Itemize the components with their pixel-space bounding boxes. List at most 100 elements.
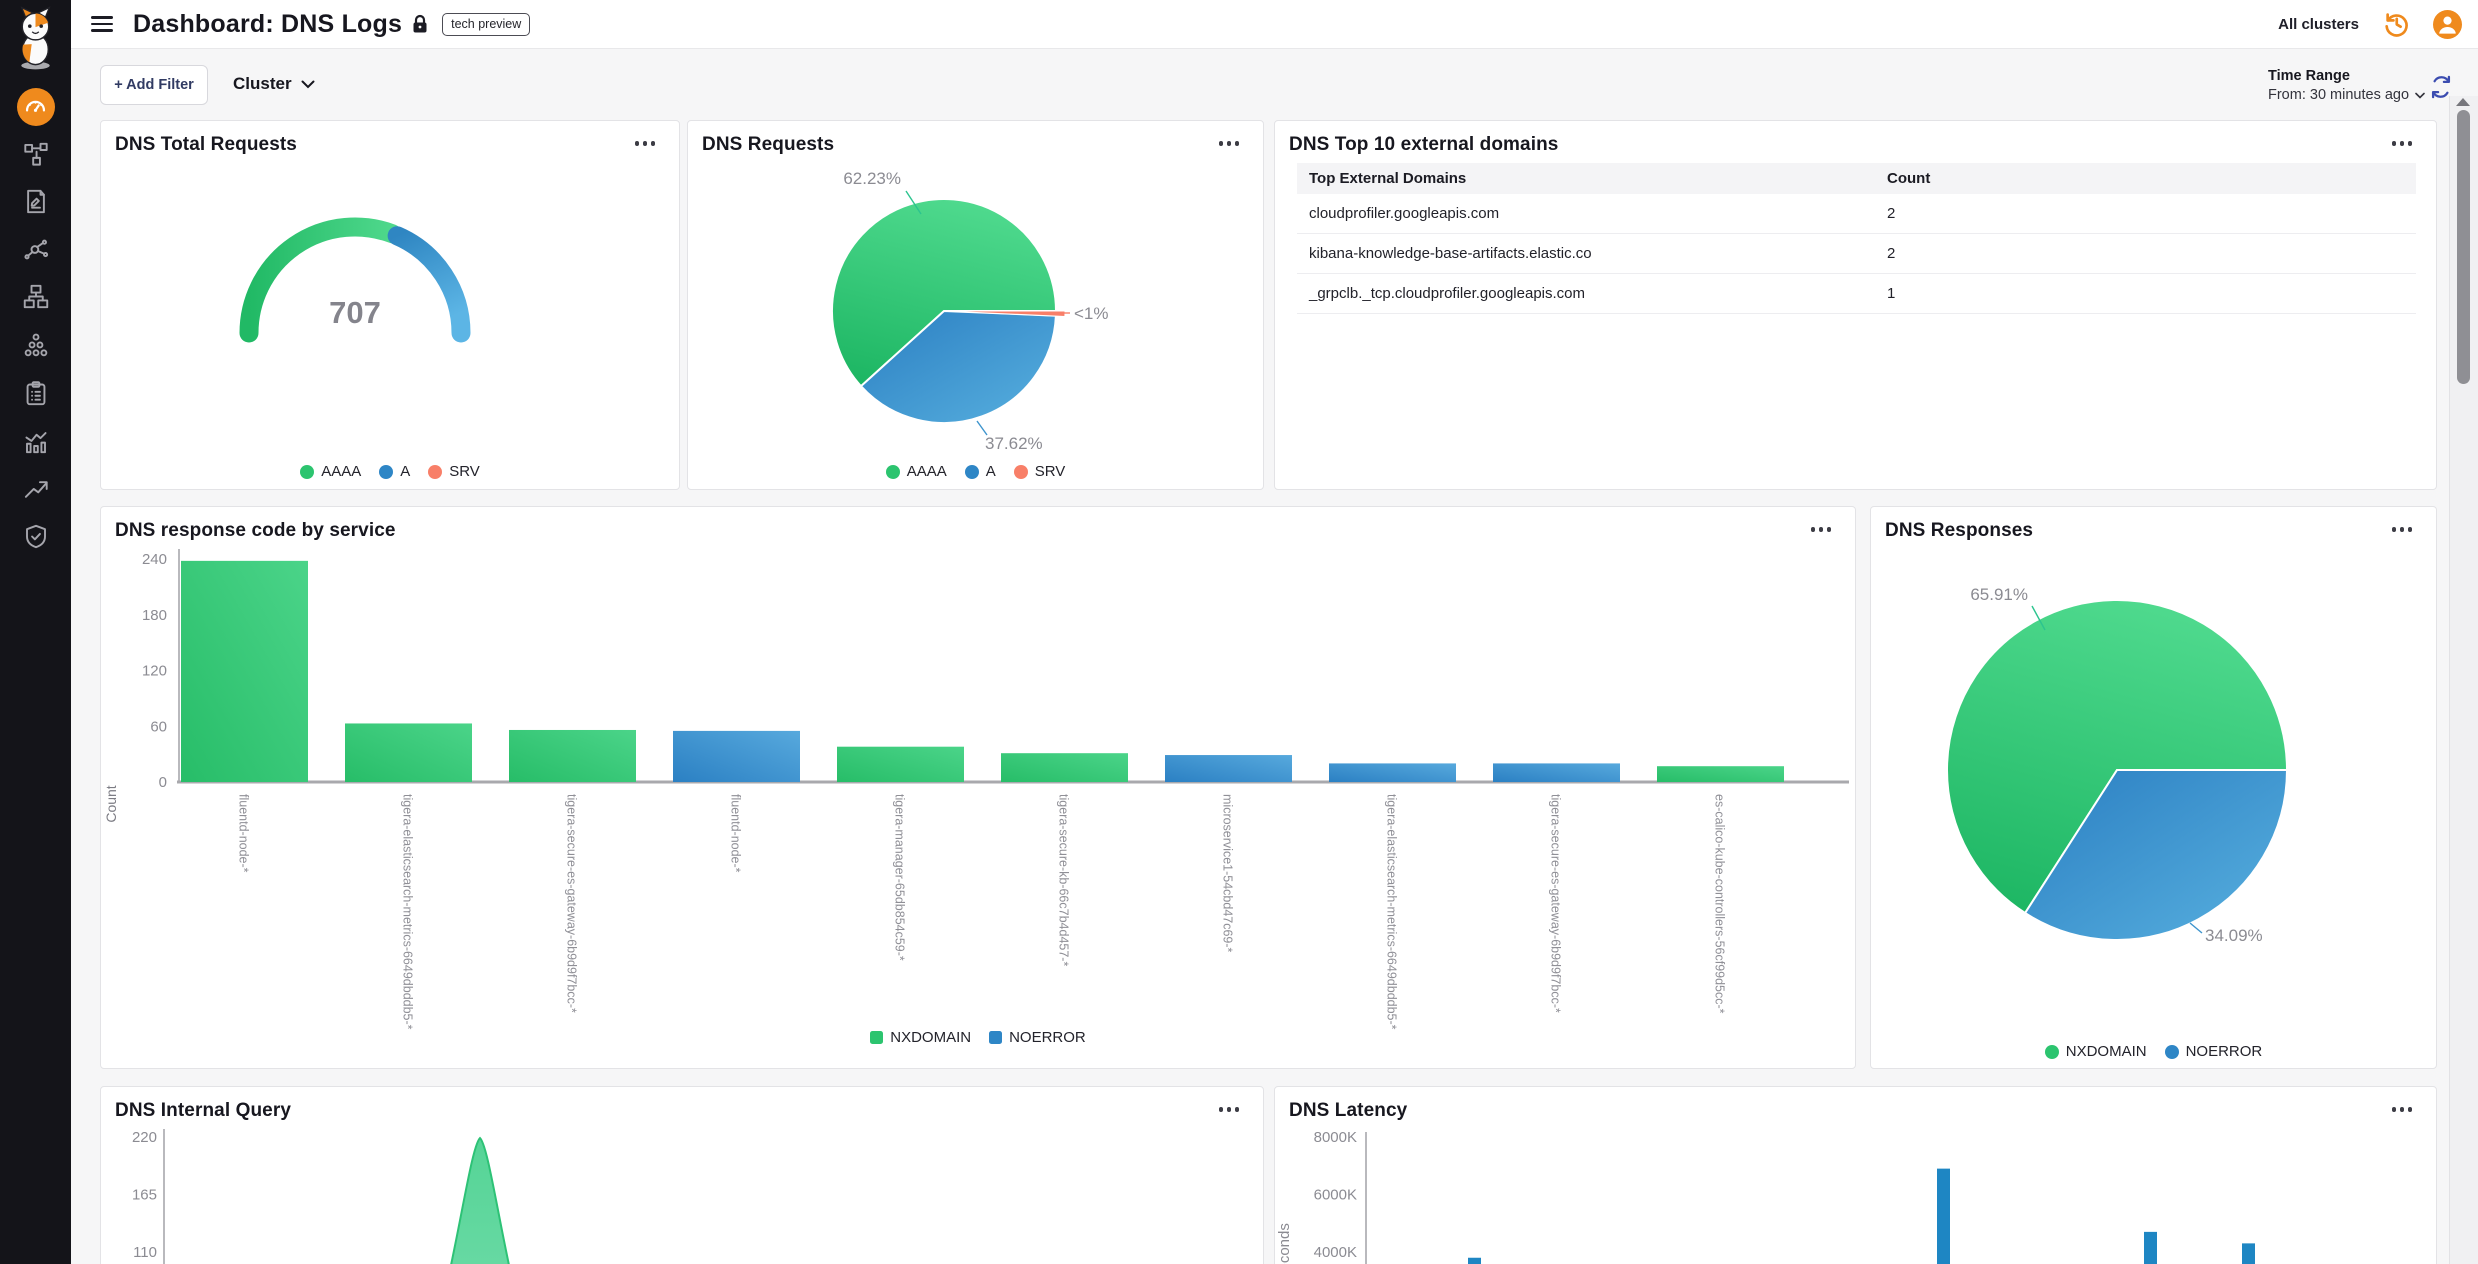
- tech-preview-badge: tech preview: [442, 12, 531, 36]
- card-dns-response-code: DNS response code by service 240 180 120 60…: [100, 506, 1856, 1069]
- pie-chart: 65.91% 34.09%: [1946, 585, 2289, 945]
- bar-fluentd-node-*[interactable]: [181, 560, 308, 782]
- time-range-picker[interactable]: Time Range From: 30 minutes ago: [2268, 68, 2425, 103]
- page-title: Dashboard: DNS Logs: [133, 9, 403, 38]
- legend-item[interactable]: A: [964, 463, 996, 480]
- table-row[interactable]: cloudprofiler.googleapis.com 2: [1297, 194, 2416, 234]
- area-chart: 220 165 110: [132, 1129, 543, 1264]
- card-menu-icon[interactable]: [2391, 527, 2412, 532]
- trends-icon[interactable]: [22, 476, 49, 503]
- add-filter-button[interactable]: + Add Filter: [100, 65, 208, 105]
- legend-item[interactable]: SRV: [428, 463, 480, 480]
- legend-swatch: [300, 464, 315, 479]
- bar-tigera-secure-es-gateway-6b9d9f7bcc-*[interactable]: [1493, 763, 1620, 782]
- scrollbar-thumb[interactable]: [2457, 110, 2470, 384]
- card-menu-icon[interactable]: [2391, 1107, 2412, 1112]
- table-row[interactable]: _grpclb._tcp.cloudprofiler.googleapis.co…: [1297, 273, 2416, 314]
- refresh-icon[interactable]: [2428, 74, 2454, 105]
- security-icon[interactable]: [22, 523, 49, 550]
- all-clusters-selector[interactable]: All clusters: [2278, 15, 2359, 33]
- pie-chart: 62.23% 37.62% <1%: [831, 169, 1109, 453]
- chart-legend: NXDOMAIN NOERROR: [101, 1029, 1855, 1046]
- y-tick-label: 4000K: [1314, 1244, 1357, 1261]
- bar-tigera-secure-kb-66c7b4d457-*[interactable]: [1001, 753, 1128, 782]
- legend-item[interactable]: NOERROR: [2164, 1043, 2263, 1060]
- y-tick-label: 6000K: [1314, 1187, 1357, 1204]
- bar-tigera-manager-65db854c59-*[interactable]: [837, 746, 964, 782]
- card-menu-icon[interactable]: [1218, 1107, 1239, 1112]
- card-dns-top-domains: DNS Top 10 external domains Top External…: [1274, 120, 2437, 490]
- card-title: DNS Requests: [702, 134, 835, 155]
- service-graph-icon[interactable]: [22, 141, 49, 168]
- card-menu-icon[interactable]: [2391, 141, 2412, 146]
- card-menu-icon[interactable]: [634, 141, 655, 146]
- dashboard-icon[interactable]: [16, 88, 55, 126]
- legend-item[interactable]: SRV: [1013, 463, 1065, 480]
- legend-label: NOERROR: [1009, 1029, 1086, 1046]
- x-tick-label: fluentd-node-*: [729, 794, 743, 873]
- area-series[interactable]: [417, 1136, 543, 1264]
- y-axis-title: Count: [103, 785, 119, 822]
- card-dns-requests: DNS Requests 62.23% 37.62% <1% AAAA A SRV: [687, 120, 1264, 490]
- gauge-arc-a[interactable]: [387, 226, 471, 343]
- y-tick-label: 110: [133, 1244, 157, 1261]
- x-tick-label: fluentd-node-*: [237, 794, 251, 873]
- legend-swatch: [379, 464, 394, 479]
- y-tick-label: 240: [142, 551, 167, 568]
- cluster-dropdown[interactable]: Cluster: [233, 74, 315, 94]
- legend-item[interactable]: AAAA: [300, 463, 361, 480]
- chart-legend: AAAA A SRV: [688, 463, 1263, 480]
- chevron-down-icon: [2415, 92, 2425, 99]
- statistics-icon[interactable]: [22, 428, 49, 455]
- bar-es-calico-kube-controllers-56cf99d5cc-*[interactable]: [1657, 766, 1784, 782]
- endpoints-icon[interactable]: [22, 283, 49, 310]
- column-header-count: Count: [1863, 163, 2416, 194]
- gauge-arc-aaaa[interactable]: [239, 217, 402, 343]
- pie-slice-a[interactable]: [859, 309, 1057, 424]
- legend-label: NOERROR: [2185, 1043, 2263, 1060]
- policies-icon[interactable]: [22, 188, 49, 215]
- card-menu-icon[interactable]: [1810, 527, 1831, 532]
- pie-label: 62.23%: [843, 169, 901, 188]
- cell-count: 2: [1863, 233, 2416, 274]
- bar-tigera-secure-es-gateway-6b9d9f7bcc-*[interactable]: [509, 729, 636, 782]
- y-tick-label: 165: [132, 1187, 157, 1204]
- user-avatar[interactable]: [2433, 9, 2462, 39]
- label-leader-line: [905, 190, 922, 215]
- scrollbar-up-arrow[interactable]: [2456, 98, 2470, 106]
- legend-item[interactable]: AAAA: [885, 463, 947, 480]
- time-range-value: From: 30 minutes ago: [2268, 87, 2410, 103]
- latency-bar[interactable]: [2144, 1231, 2157, 1264]
- latency-bar[interactable]: [2242, 1243, 2255, 1264]
- calico-cat-logo[interactable]: [7, 5, 64, 71]
- legend-item[interactable]: NXDOMAIN: [2044, 1043, 2147, 1060]
- pie-slice-srv[interactable]: [943, 310, 1066, 318]
- legend-item[interactable]: NOERROR: [989, 1029, 1086, 1046]
- network-sets-icon[interactable]: [22, 332, 49, 359]
- legend-item[interactable]: NXDOMAIN: [870, 1029, 971, 1046]
- bar-tigera-elasticsearch-metrics-6649dbddb5-*[interactable]: [345, 723, 472, 782]
- card-dns-latency: DNS Latency 8000K 6000K 4000K Nanoseconds: [1274, 1086, 2437, 1264]
- table-row[interactable]: kibana-knowledge-base-artifacts.elastic.…: [1297, 233, 2416, 274]
- pie-slice-noerror[interactable]: [2023, 769, 2289, 941]
- x-tick-label: tigera-elasticsearch-metrics-6649dbddb5-…: [1385, 794, 1399, 1030]
- pie-slice-aaaa[interactable]: [831, 198, 1058, 388]
- bar-tigera-elasticsearch-metrics-6649dbddb5-*[interactable]: [1329, 763, 1456, 782]
- bar-fluentd-node-*[interactable]: [673, 730, 800, 782]
- bar-microservice1-54cbd47c69-*[interactable]: [1165, 755, 1292, 782]
- legend-swatch: [885, 464, 900, 479]
- history-icon[interactable]: [2381, 9, 2411, 39]
- pie-slice-nxdomain[interactable]: [1946, 599, 2289, 915]
- card-title: DNS Latency: [1289, 1100, 1408, 1121]
- connections-icon[interactable]: [22, 236, 49, 263]
- compliance-icon[interactable]: [22, 380, 49, 407]
- legend-label: AAAA: [906, 463, 947, 480]
- menu-icon[interactable]: [91, 16, 113, 32]
- cell-domain: _grpclb._tcp.cloudprofiler.googleapis.co…: [1297, 273, 1863, 314]
- latency-bar[interactable]: [1468, 1257, 1481, 1264]
- latency-bar[interactable]: [1937, 1168, 1950, 1264]
- card-menu-icon[interactable]: [1218, 141, 1239, 146]
- x-tick-label: tigera-secure-es-gateway-6b9d9f7bcc-*: [565, 794, 579, 1013]
- bar-chart: 240 180 120 60 0 fluentd-node-* tigera-elastic…: [103, 549, 1849, 1030]
- legend-item[interactable]: A: [379, 463, 410, 480]
